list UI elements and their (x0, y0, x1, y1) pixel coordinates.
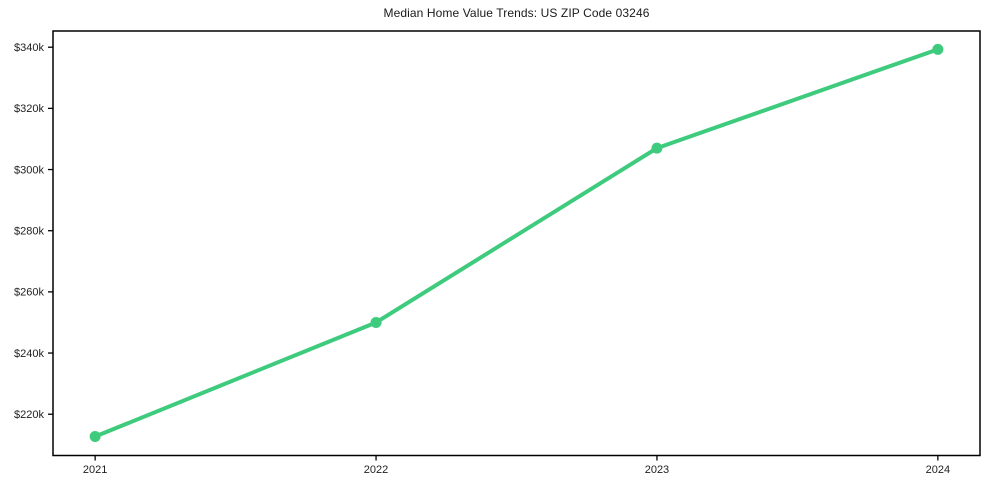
y-axis-tick-label: $300k (14, 164, 44, 176)
x-axis-tick-label: 2022 (364, 464, 388, 476)
x-axis-tick-label: 2021 (83, 464, 107, 476)
y-axis-tick-label: $280k (14, 226, 44, 238)
chart-title: Median Home Value Trends: US ZIP Code 03… (383, 6, 650, 20)
y-axis-tick-label: $320k (14, 103, 44, 115)
trend-line (93, 47, 940, 439)
x-axis-tick-label: 2024 (926, 464, 950, 476)
y-axis-tick-label: $260k (14, 287, 44, 299)
x-axis-tick-label: 2023 (645, 464, 669, 476)
data-point-marker (370, 316, 382, 328)
plot-area-border (52, 30, 981, 457)
data-point-marker (651, 142, 663, 154)
y-axis-tick-label: $220k (14, 409, 44, 421)
y-axis-tick-label: $340k (14, 42, 44, 54)
data-point-marker (89, 431, 101, 443)
data-point-marker (932, 43, 944, 55)
y-axis-tick-label: $240k (14, 348, 44, 360)
